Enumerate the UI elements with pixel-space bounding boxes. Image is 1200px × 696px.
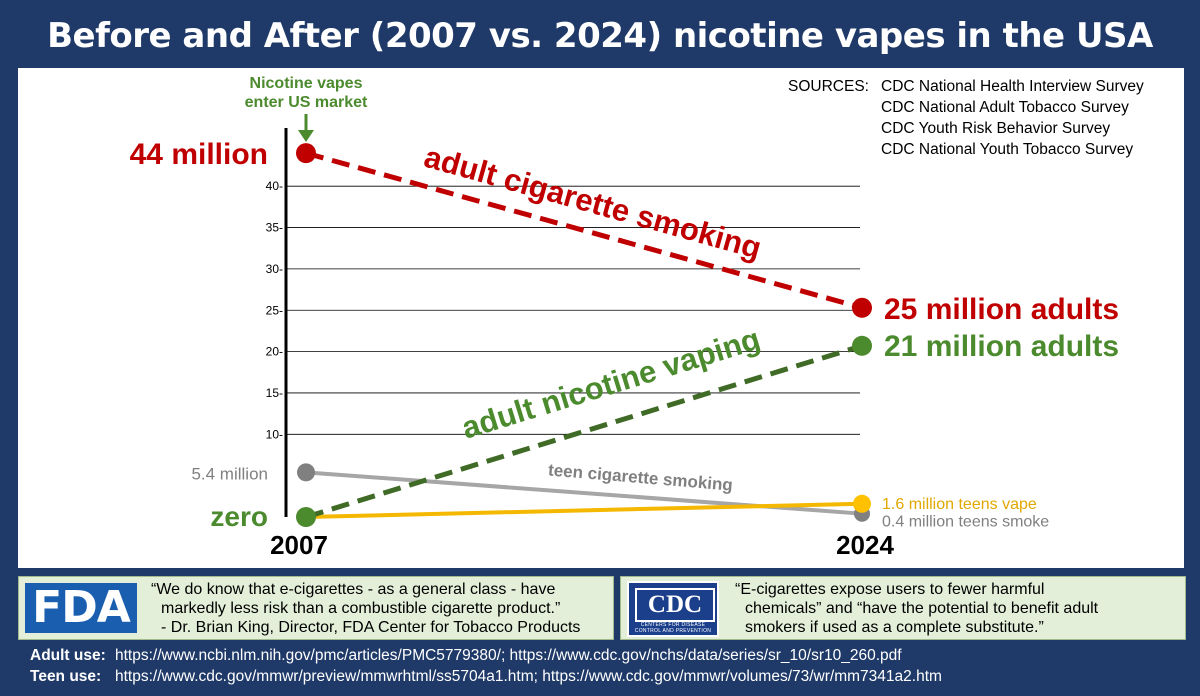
adult-smoking-point xyxy=(296,143,316,164)
annotation-text: enter US market xyxy=(245,94,368,111)
y-tick-label: 20- xyxy=(266,345,283,359)
fda-quote-line: “We do know that e-cigarettes - as a gen… xyxy=(151,581,556,598)
y-tick-label: 40- xyxy=(266,179,283,193)
chart-title: Before and After (2007 vs. 2024) nicotin… xyxy=(47,16,1153,56)
source-item: CDC National Adult Tobacco Survey xyxy=(881,99,1129,116)
series-name-label: adult cigarette smoking xyxy=(421,139,766,266)
teen-use-label: Teen use: xyxy=(30,668,102,685)
annotation-arrow-head xyxy=(298,130,314,142)
adult-use-label: Adult use: xyxy=(30,647,106,664)
source-item: CDC National Health Interview Survey xyxy=(881,78,1144,95)
fda-logo: FDA xyxy=(25,583,137,633)
adult-smoking-point xyxy=(852,297,872,318)
data-label: 21 million adults xyxy=(884,330,1119,363)
series-name-label: teen cigarette smoking xyxy=(547,460,733,494)
data-label: zero xyxy=(210,501,268,532)
adult-vaping-point xyxy=(296,507,316,527)
teen-vaping-point xyxy=(853,494,871,513)
data-label: 44 million xyxy=(130,138,268,171)
teen-vaping-line xyxy=(305,501,863,519)
fda-quote-line: markedly less risk than a combustible ci… xyxy=(161,600,561,617)
y-tick-label: 35- xyxy=(266,221,283,235)
plot-area: 10- 15- 20- 25- 30- 35- 40- 2007 2024 44 million z… xyxy=(18,68,1184,568)
x-tick-label: 2024 xyxy=(836,530,894,560)
teen-smoking-point xyxy=(297,463,315,482)
y-tick-label: 30- xyxy=(266,262,283,276)
source-item: CDC National Youth Tobacco Survey xyxy=(881,141,1134,158)
adult-smoking-line xyxy=(305,150,863,311)
cdc-quote-line: smokers if used as a complete substitute… xyxy=(745,619,1044,636)
cdc-quote-box: CDC CENTERS FOR DISEASE CONTROL AND PREV… xyxy=(620,576,1186,640)
source-links: Adult use: https://www.ncbi.nlm.nih.gov/p… xyxy=(30,645,942,687)
y-tick-label: 25- xyxy=(266,303,283,317)
cdc-quote-line: chemicals” and “have the potential to be… xyxy=(745,600,1099,617)
cdc-logo-text: CDC xyxy=(635,588,715,622)
series-name-label: adult nicotine vaping xyxy=(458,321,765,446)
adult-use-links[interactable]: https://www.ncbi.nlm.nih.gov/pmc/article… xyxy=(115,647,902,664)
y-tick-label: 10- xyxy=(266,427,283,441)
fda-quote-box: FDA “We do know that e-cigarettes - as a… xyxy=(18,576,614,640)
data-label: 25 million adults xyxy=(884,293,1119,326)
line-chart: 10- 15- 20- 25- 30- 35- 40- 2007 2024 44 million z… xyxy=(130,75,1119,560)
data-label: 0.4 million teens smoke xyxy=(882,514,1049,531)
teen-use-links[interactable]: https://www.cdc.gov/mmwr/preview/mmwrhtm… xyxy=(115,668,942,685)
cdc-logo: CDC CENTERS FOR DISEASE CONTROL AND PREV… xyxy=(627,581,719,637)
x-tick-label: 2007 xyxy=(270,530,328,560)
source-item: CDC Youth Risk Behavior Survey xyxy=(881,120,1111,137)
y-tick-label: 15- xyxy=(266,386,283,400)
fda-quote-attribution: - Dr. Brian King, Director, FDA Center f… xyxy=(161,619,581,636)
adult-vaping-point xyxy=(852,335,872,356)
cdc-quote-line: “E-cigarettes expose users to fewer harm… xyxy=(735,581,1045,598)
annotation-text: Nicotine vapes xyxy=(250,75,363,92)
adult-vaping-line xyxy=(305,343,863,520)
sources-label: SOURCES: xyxy=(788,78,869,95)
data-label: 1.6 million teens vape xyxy=(882,496,1037,513)
cdc-logo-subtext: CENTERS FOR DISEASE CONTROL AND PREVENTI… xyxy=(634,622,712,634)
data-label: 5.4 million xyxy=(191,464,268,483)
